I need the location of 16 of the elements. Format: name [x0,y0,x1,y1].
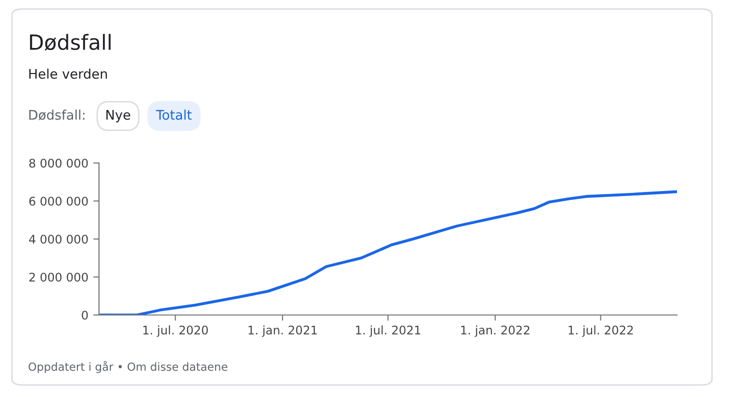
text: Oppdatert i går • Om disse dataene [28,360,228,374]
chart-title: Dødsfall [30,34,111,51]
x-tick-label: 1. jul. 2020 [143,325,208,337]
y-tick-label: 2 000 000 [29,272,88,282]
chart-subtitle: Hele verden [29,68,107,79]
text: Totalt [156,110,192,120]
x-tick-label: 1. jul. 2022 [568,325,633,337]
y-tick-label: 4 000 000 [29,234,88,244]
y-tick-label: 6 000 000 [29,196,88,206]
text: Nye [106,110,130,122]
x-tick-label: 1. jul. 2021 [356,325,420,337]
y-tick-label: 8 000 000 [29,158,88,168]
y-tick-label: 0 [82,310,88,320]
x-tick-label: 1. jan. 2021 [248,325,317,337]
x-tick-label: 1. jan. 2022 [461,325,530,337]
text: Dødsfall: [29,110,84,120]
